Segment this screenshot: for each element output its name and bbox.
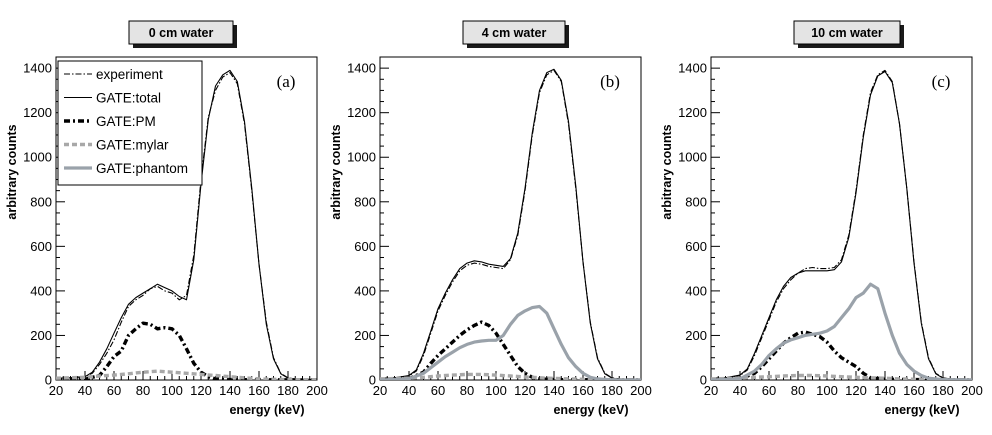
y-tick-label: 600: [30, 239, 52, 254]
x-tick-label: 60: [107, 383, 121, 398]
legend-label-experiment: experiment: [96, 67, 163, 82]
x-tick-label: 180: [601, 383, 623, 398]
y-tick-label: 1000: [23, 150, 52, 165]
series-group: [711, 69, 972, 380]
x-tick-label: 160: [903, 383, 925, 398]
legend-label-total: GATE:total: [96, 91, 161, 106]
legend-label-phantom: GATE:phantom: [96, 161, 188, 176]
plot-frame: [379, 56, 642, 381]
y-tick-label: 600: [354, 239, 376, 254]
chart-panel-1: 0 cm water 20 40 60 80 100 120 140 160 180 200 0 200…: [5, 20, 328, 417]
x-tick-label: 80: [791, 383, 805, 398]
x-tick-label: 200: [306, 383, 328, 398]
y-tick-label: 200: [30, 328, 52, 343]
x-tick-label: 60: [431, 383, 445, 398]
series-line-gate-pm: [380, 320, 641, 380]
x-tick-label: 40: [402, 383, 416, 398]
y-tick-label: 600: [685, 239, 707, 254]
x-tick-label: 100: [161, 383, 183, 398]
legend-label-pm: GATE:PM: [96, 114, 156, 129]
x-tick-label: 40: [733, 383, 747, 398]
y-tick-label: 0: [369, 373, 376, 388]
x-tick-label: 180: [277, 383, 299, 398]
y-tick-label: 0: [700, 373, 707, 388]
x-tick-label: 160: [248, 383, 270, 398]
x-tick-label: 20: [49, 383, 63, 398]
series-line-experiment: [711, 69, 972, 380]
x-tick-label: 80: [460, 383, 474, 398]
y-tick-label: 800: [354, 194, 376, 209]
y-tick-label: 200: [685, 328, 707, 343]
x-tick-label: 120: [190, 383, 212, 398]
x-axis-title: energy (keV): [884, 403, 959, 417]
x-tick-label: 200: [961, 383, 983, 398]
y-axis-title: arbitrary counts: [329, 124, 343, 219]
chart-title: 4 cm water: [482, 26, 547, 40]
series-line-gate-mylar: [380, 372, 641, 380]
y-tick-label: 800: [30, 194, 52, 209]
x-tick-label: 180: [932, 383, 954, 398]
y-tick-label: 400: [354, 283, 376, 298]
legend: experiment GATE:total GATE:PM GATE:mylar GAT…: [57, 60, 203, 186]
series-line-experiment: [380, 69, 641, 380]
panel-label: (b): [600, 72, 620, 91]
title-box: [462, 20, 566, 45]
x-tick-label: 120: [845, 383, 867, 398]
x-tick-label: 140: [219, 383, 241, 398]
panel-label: (c): [932, 72, 951, 91]
y-axis-title: arbitrary counts: [5, 124, 19, 219]
series-line-gate-total: [711, 70, 972, 380]
y-tick-label: 1400: [23, 61, 52, 76]
x-tick-label: 40: [78, 383, 92, 398]
y-tick-label: 800: [685, 194, 707, 209]
panel-label: (a): [277, 72, 296, 91]
series-line-gate-phantom: [380, 304, 641, 380]
series-line-gate-phantom: [711, 282, 972, 380]
y-tick-label: 1200: [678, 105, 707, 120]
x-tick-label: 120: [514, 383, 536, 398]
x-tick-label: 100: [485, 383, 507, 398]
title-box: [793, 20, 901, 45]
y-tick-label: 1400: [347, 61, 376, 76]
y-tick-label: 1200: [347, 105, 376, 120]
legend-box: [57, 60, 203, 186]
y-tick-label: 400: [30, 283, 52, 298]
x-axis-title: energy (keV): [553, 403, 628, 417]
x-axis-title: energy (keV): [229, 403, 304, 417]
y-tick-label: 1000: [678, 150, 707, 165]
y-tick-label: 200: [354, 328, 376, 343]
y-tick-label: 400: [685, 283, 707, 298]
plot-frame: [710, 56, 973, 381]
chart-panel-2: 4 cm water 20 40 60 80 100 120 140 160 180 200 0 200…: [329, 20, 652, 417]
x-tick-label: 20: [704, 383, 718, 398]
y-tick-label: 1200: [23, 105, 52, 120]
chart-title: 0 cm water: [149, 26, 214, 40]
x-tick-label: 100: [816, 383, 838, 398]
y-tick-label: 1400: [678, 61, 707, 76]
series-group: [56, 69, 317, 380]
series-line-gate-pm: [56, 321, 317, 380]
series-line-gate-pm: [711, 330, 972, 380]
series-line-gate-total: [56, 69, 317, 380]
x-tick-label: 20: [373, 383, 387, 398]
chart-title: 10 cm water: [811, 26, 883, 40]
chart-panel-3: 10 cm water 20 40 60 80 100 120 140 160 180 200 0 20…: [660, 20, 983, 417]
legend-label-mylar: GATE:mylar: [96, 138, 169, 153]
series-group: [380, 68, 641, 380]
x-tick-label: 160: [572, 383, 594, 398]
x-tick-label: 60: [762, 383, 776, 398]
series-line-gate-mylar: [711, 373, 972, 380]
series-line-gate-mylar: [56, 369, 317, 380]
series-line-gate-total: [380, 68, 641, 380]
x-tick-label: 200: [630, 383, 652, 398]
x-tick-label: 140: [874, 383, 896, 398]
y-tick-label: 0: [45, 373, 52, 388]
y-axis-title: arbitrary counts: [660, 124, 674, 219]
x-tick-label: 80: [136, 383, 150, 398]
y-tick-label: 1000: [347, 150, 376, 165]
title-box: [128, 20, 234, 45]
x-tick-label: 140: [543, 383, 565, 398]
